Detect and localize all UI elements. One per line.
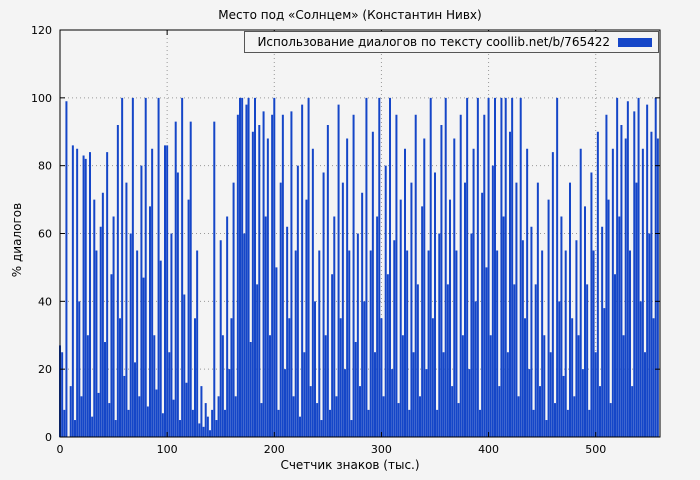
svg-text:0: 0 <box>57 443 64 456</box>
svg-text:100: 100 <box>31 92 52 105</box>
legend-label: Использование диалогов по тексту coollib… <box>257 35 610 49</box>
svg-text:40: 40 <box>38 295 52 308</box>
legend-swatch <box>618 37 652 47</box>
svg-text:80: 80 <box>38 160 52 173</box>
svg-text:60: 60 <box>38 228 52 241</box>
svg-text:120: 120 <box>31 24 52 37</box>
svg-text:200: 200 <box>264 443 285 456</box>
svg-text:400: 400 <box>478 443 499 456</box>
y-axis-label: % диалогов <box>10 202 24 278</box>
svg-text:300: 300 <box>371 443 392 456</box>
svg-text:500: 500 <box>585 443 606 456</box>
x-axis-label: Счетчик знаков (тыс.) <box>280 458 420 472</box>
svg-text:100: 100 <box>157 443 178 456</box>
svg-text:0: 0 <box>45 431 52 444</box>
chart-title: Место под «Солнцем» (Константин Нивх) <box>218 8 482 22</box>
svg-text:20: 20 <box>38 363 52 376</box>
legend: Использование диалогов по тексту coollib… <box>244 31 659 53</box>
